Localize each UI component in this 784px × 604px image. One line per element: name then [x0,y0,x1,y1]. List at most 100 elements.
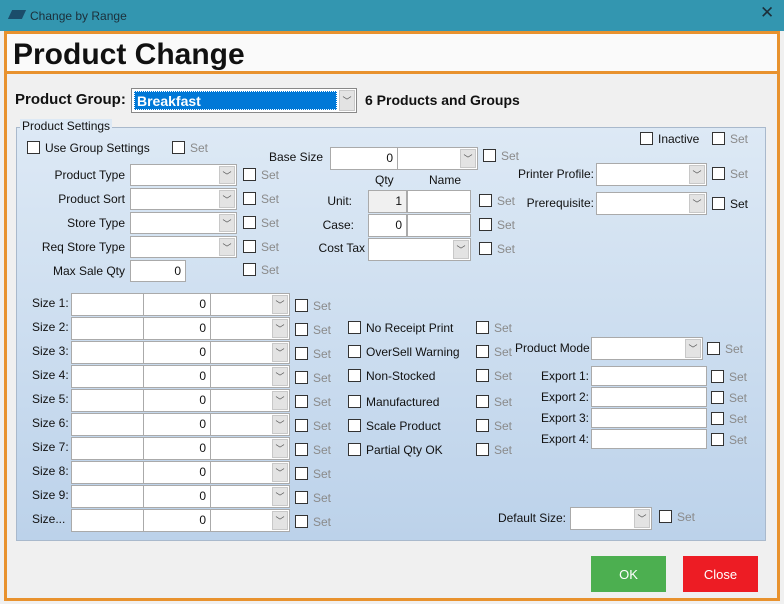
product-sort-select[interactable]: ﹀ [130,188,237,210]
size-name-input[interactable] [71,484,144,508]
use-group-settings-checkbox[interactable] [27,141,40,154]
scale-product-set-checkbox[interactable] [476,419,489,432]
export-1-set-checkbox[interactable] [711,370,724,383]
export-3-set-checkbox[interactable] [711,412,724,425]
size-qty-input[interactable]: 0 [143,508,211,532]
base-size-set-checkbox[interactable] [483,149,496,162]
chevron-down-icon[interactable]: ﹀ [689,164,705,184]
partial-qty-ok-set-checkbox[interactable] [476,443,489,456]
size-name-input[interactable] [71,436,144,460]
size-qty-input[interactable]: 0 [143,292,211,316]
size-qty-input[interactable]: 0 [143,412,211,436]
export-4-set-checkbox[interactable] [711,433,724,446]
size-unit-select[interactable]: ﹀ [210,292,290,316]
ok-button[interactable]: OK [591,556,666,592]
chevron-down-icon[interactable]: ﹀ [272,390,288,410]
chevron-down-icon[interactable]: ﹀ [685,338,701,358]
size-qty-input[interactable]: 0 [143,364,211,388]
size-qty-input[interactable]: 0 [143,340,211,364]
inactive-checkbox[interactable] [640,132,653,145]
size-unit-select[interactable]: ﹀ [210,484,290,508]
size-name-input[interactable] [71,292,144,316]
base-size-input[interactable]: 0 [330,146,398,170]
chevron-down-icon[interactable]: ﹀ [272,342,288,362]
printer-profile-select[interactable]: ﹀ [596,162,707,186]
chevron-down-icon[interactable]: ﹀ [272,294,288,314]
size-name-input[interactable] [71,412,144,436]
chevron-down-icon[interactable]: ﹀ [272,486,288,506]
default-size-set-checkbox[interactable] [659,510,672,523]
size-1-set-checkbox[interactable] [295,299,308,312]
product-group-select[interactable]: Breakfast ﹀ [131,88,357,113]
oversell-warning-set-checkbox[interactable] [476,345,489,358]
no-receipt-print-set-checkbox[interactable] [476,321,489,334]
store-type-select[interactable]: ﹀ [130,212,237,234]
chevron-down-icon[interactable]: ﹀ [219,166,235,184]
chevron-down-icon[interactable]: ﹀ [272,414,288,434]
chevron-down-icon[interactable]: ﹀ [272,366,288,386]
product-type-set-checkbox[interactable] [243,168,256,181]
size-unit-select[interactable]: ﹀ [210,460,290,484]
chevron-down-icon[interactable]: ﹀ [339,90,355,111]
unit-qty-input[interactable]: 1 [368,189,407,213]
max-sale-qty-set-checkbox[interactable] [243,263,256,276]
scale-product-checkbox[interactable] [348,419,361,432]
chevron-down-icon[interactable]: ﹀ [689,193,705,213]
manufactured-checkbox[interactable] [348,395,361,408]
max-sale-qty-input[interactable]: 0 [130,260,186,282]
chevron-down-icon[interactable]: ﹀ [219,238,235,256]
chevron-down-icon[interactable]: ﹀ [272,510,288,530]
chevron-down-icon[interactable]: ﹀ [634,508,650,528]
size-name-input[interactable] [71,388,144,412]
default-size-select[interactable]: ﹀ [570,506,652,530]
size-name-input[interactable] [71,316,144,340]
product-mode-select[interactable]: ﹀ [591,336,703,360]
size-qty-input[interactable]: 0 [143,388,211,412]
export-4-input[interactable] [591,429,707,449]
close-button[interactable]: Close [683,556,758,592]
base-size-unit-select[interactable]: ﹀ [397,146,478,170]
product-sort-set-checkbox[interactable] [243,192,256,205]
size-unit-select[interactable]: ﹀ [210,436,290,460]
export-2-input[interactable] [591,387,707,407]
partial-qty-ok-checkbox[interactable] [348,443,361,456]
printer-profile-set-checkbox[interactable] [712,167,725,180]
prerequisite-select[interactable]: ﹀ [596,191,707,215]
chevron-down-icon[interactable]: ﹀ [219,190,235,208]
chevron-down-icon[interactable]: ﹀ [272,462,288,482]
prerequisite-set-checkbox[interactable] [712,197,725,210]
manufactured-set-checkbox[interactable] [476,395,489,408]
size-6-set-checkbox[interactable] [295,419,308,432]
chevron-down-icon[interactable]: ﹀ [453,239,469,259]
product-mode-set-checkbox[interactable] [707,342,720,355]
size-unit-select[interactable]: ﹀ [210,364,290,388]
size-4-set-checkbox[interactable] [295,371,308,384]
size-qty-input[interactable]: 0 [143,316,211,340]
size-name-input[interactable] [71,508,144,532]
use-group-settings-set-checkbox[interactable] [172,141,185,154]
size-2-set-checkbox[interactable] [295,323,308,336]
cost-tax-set-checkbox[interactable] [479,242,492,255]
case-qty-input[interactable]: 0 [368,213,407,237]
unit-set-checkbox[interactable] [479,194,492,207]
size-qty-input[interactable]: 0 [143,484,211,508]
case-set-checkbox[interactable] [479,218,492,231]
size-name-input[interactable] [71,340,144,364]
inactive-set-checkbox[interactable] [712,132,725,145]
chevron-down-icon[interactable]: ﹀ [460,148,476,168]
size-name-input[interactable] [71,364,144,388]
non-stocked-set-checkbox[interactable] [476,369,489,382]
size-3-set-checkbox[interactable] [295,347,308,360]
size-unit-select[interactable]: ﹀ [210,388,290,412]
size-8-set-checkbox[interactable] [295,467,308,480]
req-store-type-select[interactable]: ﹀ [130,236,237,258]
product-type-select[interactable]: ﹀ [130,164,237,186]
chevron-down-icon[interactable]: ﹀ [272,318,288,338]
chevron-down-icon[interactable]: ﹀ [272,438,288,458]
store-type-set-checkbox[interactable] [243,216,256,229]
size-unit-select[interactable]: ﹀ [210,412,290,436]
cost-tax-select[interactable]: ﹀ [368,237,471,261]
oversell-warning-checkbox[interactable] [348,345,361,358]
close-icon[interactable]: ✕ [760,3,775,22]
size-7-set-checkbox[interactable] [295,443,308,456]
